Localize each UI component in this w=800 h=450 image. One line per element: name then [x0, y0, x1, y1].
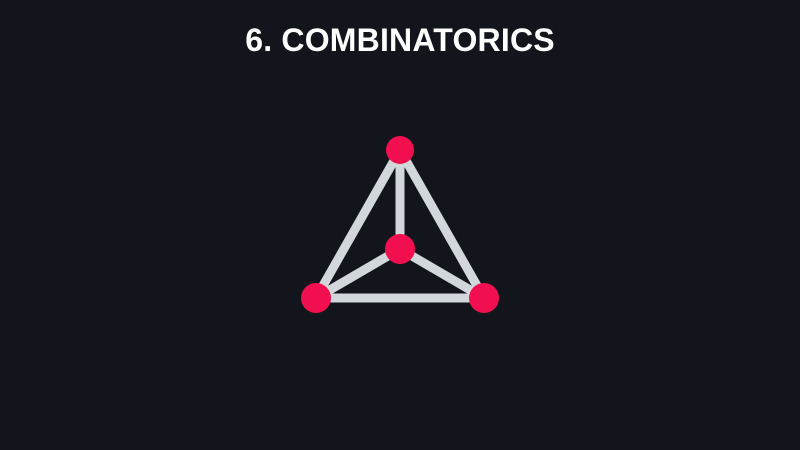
slide-title: 6. COMBINATORICS	[245, 22, 555, 58]
node-right	[469, 283, 499, 313]
node-left	[301, 283, 331, 313]
edge-top-right	[395, 145, 489, 303]
edge-center-right	[395, 244, 489, 303]
graph-nodes	[301, 136, 499, 313]
edge-top-left	[311, 145, 405, 303]
edge-center-left	[311, 244, 405, 303]
node-top	[386, 136, 414, 164]
node-center	[385, 234, 415, 264]
graph-edges	[311, 145, 489, 303]
